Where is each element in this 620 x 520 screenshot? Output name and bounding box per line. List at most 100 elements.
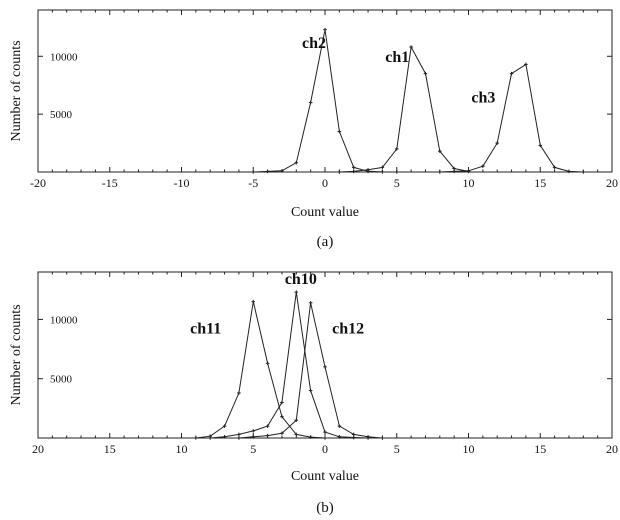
data-point [308,100,313,105]
data-point [280,400,284,405]
data-point [280,169,284,173]
data-point [323,27,327,32]
y-tick-label: 10000 [50,51,78,63]
x-tick-label: 0 [322,442,328,456]
data-point [265,361,270,366]
data-point [423,71,428,76]
y-axis-label: Number of counts [9,304,24,405]
data-point [380,170,385,174]
x-tick-label: 10 [463,442,475,456]
x-tick-label: -5 [248,176,258,190]
data-point [337,170,342,174]
data-point [280,414,284,419]
plot-frame [37,271,613,439]
x-tick-label: -10 [174,176,190,190]
x-tick-label: 5 [394,442,400,456]
data-point [380,436,385,440]
y-tick-label: 5000 [50,374,73,386]
data-point [251,299,256,304]
series-line [339,45,469,173]
data-point [380,165,385,170]
series-annotation-ch3: ch3 [471,90,495,107]
data-point [337,129,342,134]
data-point [394,147,399,151]
data-point [351,432,356,437]
data-point [524,62,528,67]
data-point [237,432,241,437]
data-point [294,432,299,437]
data-point [323,430,327,434]
x-tick-label: 5 [250,442,256,456]
figure-caption: (b) [316,500,334,516]
series-annotation-ch2: ch2 [302,35,326,52]
data-point [495,141,499,145]
data-point [280,431,284,436]
series-line [195,301,326,439]
data-point [323,436,327,440]
data-point [351,165,356,170]
data-point [567,169,571,174]
data-point [265,169,270,174]
data-point [351,169,356,174]
x-tick-label: 15 [534,442,546,456]
data-point [222,424,227,428]
data-point [366,435,370,439]
data-point [265,433,270,438]
data-point [438,170,442,174]
data-point [409,45,413,49]
data-point [294,418,299,423]
x-tick-label: 15 [534,176,546,190]
data-point [308,435,313,439]
x-tick-label: 20 [32,442,44,456]
data-point [509,71,514,76]
series-annotation-ch1: ch1 [385,49,409,66]
x-tick-label: 10 [176,442,188,456]
x-tick-label: 5 [394,176,400,190]
data-point [337,435,342,439]
x-axis-label: Count value [291,469,359,484]
data-point [323,365,327,369]
chart-panel-b: 20 15 10 5 0 5 10 15 20 5000 10000 Count value Numbe… [9,271,618,516]
data-point [208,436,212,440]
data-point [538,143,543,148]
data-point [222,435,227,439]
data-point [251,429,256,433]
x-tick-label: 10 [463,176,475,190]
data-point [481,164,485,169]
data-point [251,435,256,439]
data-point [438,149,442,153]
data-point [294,290,299,294]
series-annotation-ch11: ch11 [190,321,221,338]
data-point [552,165,557,170]
series-line [210,292,369,439]
x-tick-label: 15 [104,442,116,456]
x-tick-label: -15 [102,176,118,190]
x-tick-label: 20 [606,442,618,456]
data-point [308,388,313,393]
data-point [294,160,299,165]
x-tick-label: 20 [606,176,618,190]
x-tick-label: -20 [30,176,46,190]
data-point [194,436,198,440]
chart-panel-a: -20 -15 -10 -5 0 5 10 15 20 5000 10000 Count value N… [9,9,618,250]
series-annotation-ch10: ch10 [285,271,317,288]
series-line [439,63,584,173]
data-point [237,391,241,395]
figure-caption: (a) [317,234,334,250]
data-point [394,170,399,174]
data-point [337,424,342,428]
data-point [251,170,256,174]
data-point [366,167,370,172]
data-point [237,436,241,440]
series-annotation-ch12: ch12 [332,321,364,338]
data-point [351,435,356,440]
data-point [466,169,471,173]
y-axis-label: Number of counts [9,40,24,141]
data-point [265,424,270,428]
y-tick-label: 5000 [50,109,73,121]
x-axis-label: Count value [291,205,359,220]
data-point [452,169,456,174]
data-point [581,170,586,174]
y-tick-label: 10000 [50,314,78,326]
